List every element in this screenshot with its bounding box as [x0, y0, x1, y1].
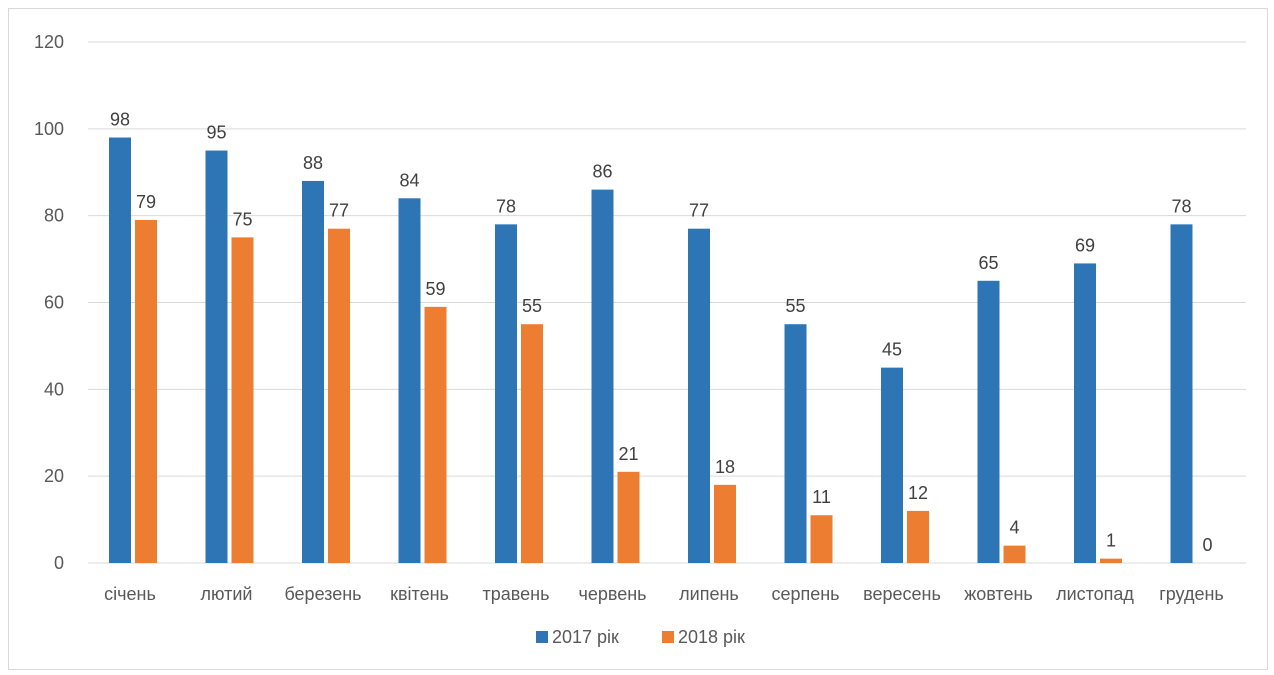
x-category-label: березень: [284, 584, 361, 604]
bar-2017: [398, 198, 421, 564]
x-category-label: серпень: [771, 584, 839, 604]
bar-2017: [688, 228, 710, 564]
x-category-label: листопад: [1056, 584, 1134, 604]
x-category-label: червень: [578, 584, 646, 604]
data-labels: 98 79 95 75 88 77 84 59 78 55 86 21 77 18 55 11 45 12 65 4 6…: [110, 110, 1213, 555]
bar-2017: [1170, 224, 1193, 563]
legend-label: 2017 рік: [552, 627, 619, 647]
bar-2017: [1074, 263, 1096, 563]
bar-2017: [591, 189, 614, 563]
x-category-label: грудень: [1159, 584, 1224, 604]
legend-swatch: [536, 631, 548, 643]
y-tick-label: 80: [44, 206, 64, 226]
x-category-label: травень: [483, 584, 550, 604]
bar-2017: [784, 324, 807, 563]
bar-2017: [205, 150, 228, 563]
data-label: 79: [136, 192, 156, 212]
y-axis-ticks: 0 20 40 60 80 100 120: [34, 32, 64, 573]
x-category-label: січень: [104, 584, 156, 604]
bar-2018: [907, 510, 929, 563]
y-tick-label: 60: [44, 293, 64, 313]
data-label: 55: [785, 296, 805, 316]
data-label: 86: [592, 162, 612, 182]
x-category-label: вересень: [863, 584, 941, 604]
data-label: 12: [908, 483, 928, 503]
data-label: 18: [715, 457, 735, 477]
data-label: 98: [110, 110, 130, 130]
bar-2018: [521, 324, 543, 563]
bar-2017: [977, 280, 1000, 563]
bar-2018: [810, 515, 833, 563]
data-label: 84: [399, 170, 419, 190]
y-tick-label: 120: [34, 32, 64, 52]
bar-2018: [1100, 558, 1122, 563]
legend: 2017 рік 2018 рік: [536, 627, 745, 647]
data-label: 4: [1009, 518, 1019, 538]
data-label: 88: [303, 153, 323, 173]
data-label: 55: [522, 296, 542, 316]
data-label: 95: [206, 123, 226, 143]
bar-2017: [881, 367, 903, 563]
y-tick-label: 40: [44, 379, 64, 399]
bar-2018: [328, 228, 350, 564]
bar-2018: [617, 471, 640, 563]
data-label: 69: [1075, 235, 1095, 255]
data-label: 0: [1202, 535, 1212, 555]
bar-2018: [714, 484, 736, 563]
data-label: 45: [882, 340, 902, 360]
data-label: 75: [232, 209, 252, 229]
bar-2018: [1003, 545, 1026, 563]
x-category-label: жовтень: [964, 584, 1033, 604]
data-label: 1: [1106, 531, 1116, 551]
legend-label: 2018 рік: [678, 627, 745, 647]
x-category-label: квітень: [390, 584, 449, 604]
legend-swatch: [662, 631, 674, 643]
x-axis-categories: січень лютий березень квітень травень червень…: [104, 584, 1224, 604]
data-label: 21: [618, 444, 638, 464]
bar-2017: [109, 137, 131, 563]
y-tick-label: 100: [34, 119, 64, 139]
bar-2017: [302, 180, 324, 563]
bar-2018: [424, 306, 447, 563]
data-label: 77: [689, 201, 709, 221]
x-category-label: липень: [679, 584, 739, 604]
data-label: 78: [1171, 196, 1191, 216]
y-tick-label: 20: [44, 466, 64, 486]
gridlines: [88, 41, 1246, 564]
bars: [109, 137, 1193, 564]
x-category-label: лютий: [201, 584, 253, 604]
data-label: 77: [329, 201, 349, 221]
bar-2018: [135, 220, 157, 563]
bar-2017: [495, 224, 517, 563]
chart-frame: 0 20 40 60 80 100 120 98 79 95 75 88 77 84 59 78 55 86 21…: [8, 8, 1268, 670]
data-label: 11: [812, 487, 831, 507]
data-label: 59: [425, 279, 445, 299]
data-label: 65: [978, 253, 998, 273]
bar-2018: [231, 237, 254, 563]
data-label: 78: [496, 196, 516, 216]
y-tick-label: 0: [54, 553, 64, 573]
